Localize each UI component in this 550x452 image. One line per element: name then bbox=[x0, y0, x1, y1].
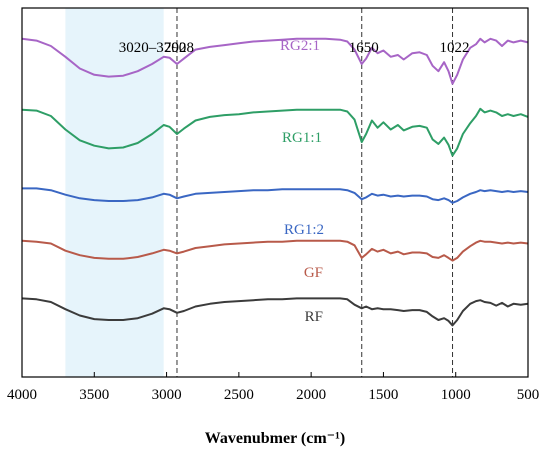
x-tick-label-1000: 1000 bbox=[441, 387, 471, 403]
x-tick-label-1500: 1500 bbox=[368, 387, 398, 403]
x-tick-label-3000: 3000 bbox=[152, 387, 182, 403]
series-line-rg1-1 bbox=[21, 107, 529, 157]
x-tick-label-3500: 3500 bbox=[79, 387, 109, 403]
series-label-rg1-1: RG1:1 bbox=[282, 130, 322, 146]
x-tick-label-4000: 4000 bbox=[7, 387, 37, 403]
plot-frame bbox=[21, 7, 529, 378]
reference-lines bbox=[176, 8, 454, 377]
series-label-rf: RF bbox=[305, 309, 323, 325]
x-axis-ticks: 4000 3500 3000 2500 2000 1500 1000 500 bbox=[7, 372, 539, 403]
x-axis-label: Wavenubmer (cm⁻¹) bbox=[205, 430, 345, 447]
series-line-gf bbox=[21, 239, 529, 262]
peak-label-1650: 1650 bbox=[349, 40, 379, 56]
series-label-rg2-1: RG2:1 bbox=[280, 38, 320, 54]
series-line-rg2-1 bbox=[21, 37, 529, 85]
x-tick-label-2000: 2000 bbox=[296, 387, 326, 403]
series-line-rg1-2 bbox=[22, 187, 529, 204]
shaded-region bbox=[65, 8, 164, 377]
series-label-gf: GF bbox=[304, 265, 323, 281]
series-line-rf bbox=[21, 297, 529, 327]
series-group bbox=[21, 37, 529, 327]
peak-label-1022: 1022 bbox=[440, 40, 470, 56]
shaded-region-label: 3020–3700 bbox=[119, 40, 187, 56]
series-label-rg1-2: RG1:2 bbox=[284, 222, 324, 238]
x-tick-label-2500: 2500 bbox=[224, 387, 254, 403]
series-labels: RG2:1 RG1:1 RG1:2 GF RF bbox=[280, 38, 324, 325]
peak-label-2928: 2928 bbox=[164, 40, 194, 56]
x-tick-label-500: 500 bbox=[517, 387, 540, 403]
